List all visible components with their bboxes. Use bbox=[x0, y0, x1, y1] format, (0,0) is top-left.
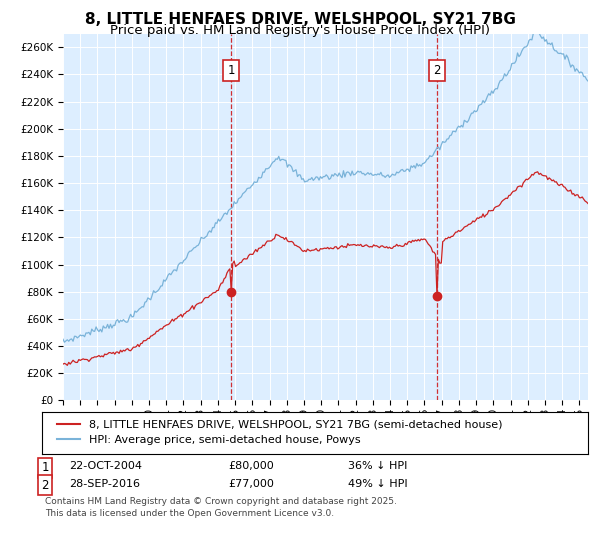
Text: 36% ↓ HPI: 36% ↓ HPI bbox=[348, 461, 407, 472]
Text: 2: 2 bbox=[41, 479, 49, 492]
Text: 49% ↓ HPI: 49% ↓ HPI bbox=[348, 479, 407, 489]
Text: 22-OCT-2004: 22-OCT-2004 bbox=[69, 461, 142, 472]
Text: 1: 1 bbox=[227, 64, 235, 77]
Text: £80,000: £80,000 bbox=[228, 461, 274, 472]
Text: 28-SEP-2016: 28-SEP-2016 bbox=[69, 479, 140, 489]
Text: 2: 2 bbox=[433, 64, 441, 77]
Text: Contains HM Land Registry data © Crown copyright and database right 2025.
This d: Contains HM Land Registry data © Crown c… bbox=[45, 497, 397, 518]
Text: 8, LITTLE HENFAES DRIVE, WELSHPOOL, SY21 7BG: 8, LITTLE HENFAES DRIVE, WELSHPOOL, SY21… bbox=[85, 12, 515, 27]
Text: Price paid vs. HM Land Registry's House Price Index (HPI): Price paid vs. HM Land Registry's House … bbox=[110, 24, 490, 37]
Text: £77,000: £77,000 bbox=[228, 479, 274, 489]
Legend: 8, LITTLE HENFAES DRIVE, WELSHPOOL, SY21 7BG (semi-detached house), HPI: Average: 8, LITTLE HENFAES DRIVE, WELSHPOOL, SY21… bbox=[53, 416, 506, 450]
Text: 1: 1 bbox=[41, 461, 49, 474]
